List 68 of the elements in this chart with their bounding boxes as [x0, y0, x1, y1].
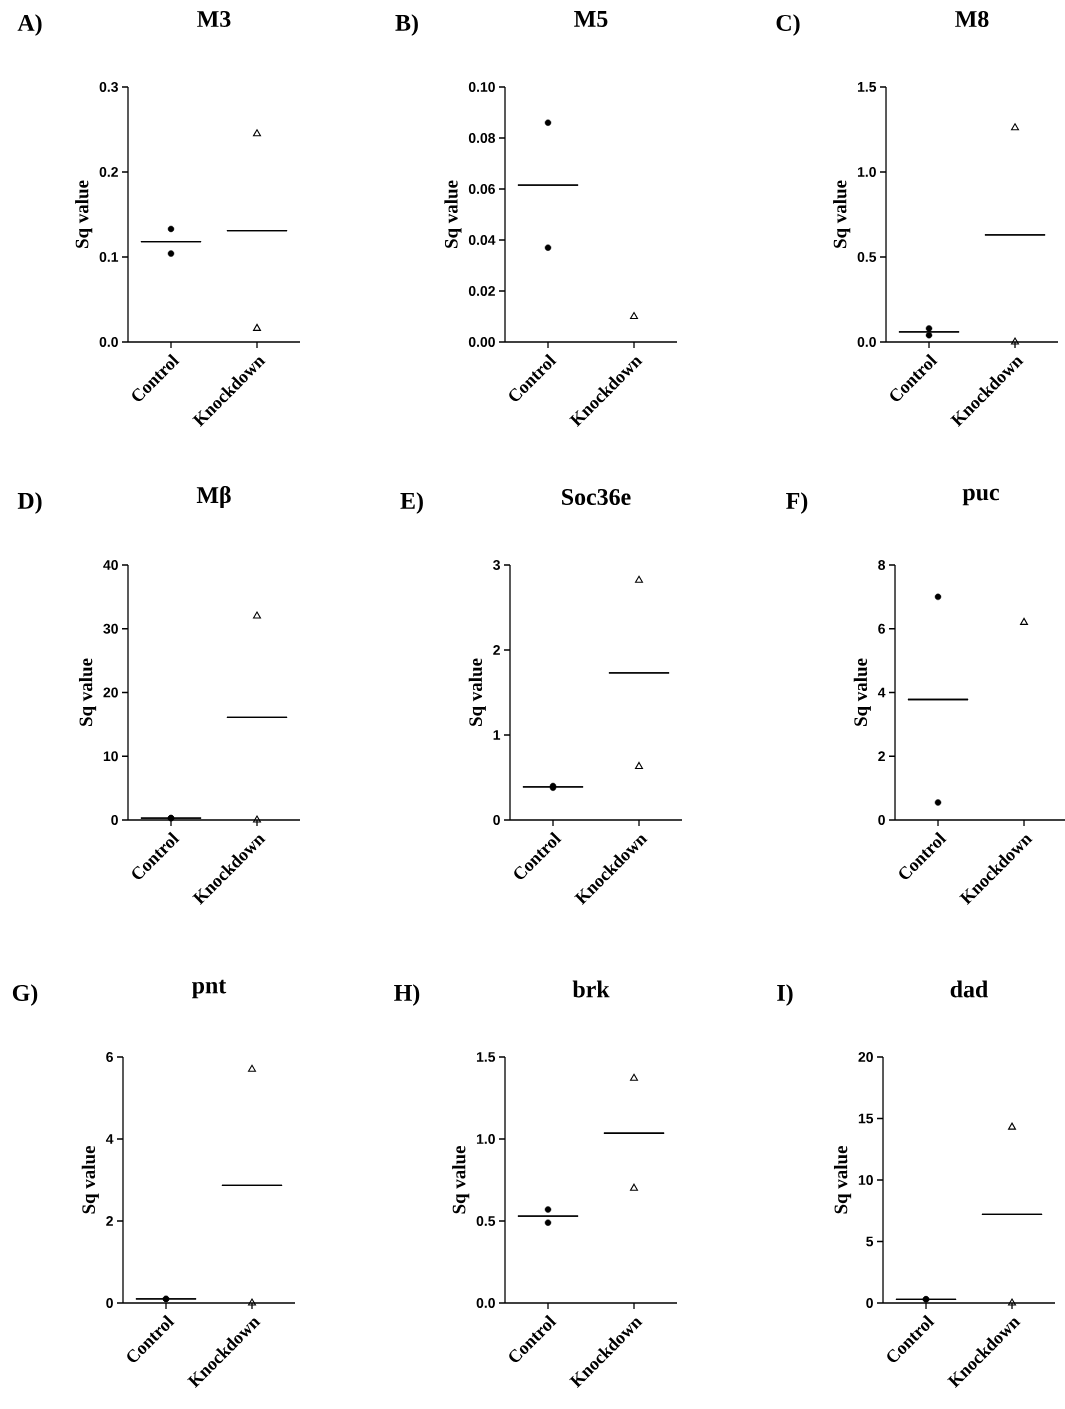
y-axis-title: Sq value: [833, 180, 851, 248]
text: G): [12, 984, 38, 1006]
y-tick-label: 6: [106, 1052, 113, 1062]
text: F): [786, 492, 808, 514]
y-tick-label: 10: [103, 751, 118, 762]
text: D): [17, 492, 42, 514]
text: A): [17, 14, 42, 36]
y-tick-label: 2: [493, 645, 500, 655]
chart-title: M5: [574, 11, 608, 27]
y-tick-label: 1.5: [476, 1052, 496, 1062]
text: I): [777, 984, 793, 1006]
y-tick-label: 40: [103, 560, 118, 570]
y-tick-label: 1.5: [857, 82, 877, 92]
y-tick-label: 0: [111, 815, 118, 825]
y-tick-label: 0.3: [99, 82, 118, 92]
y-tick-label: 0.02: [468, 286, 495, 296]
chart-title: M8: [955, 10, 989, 28]
y-tick-label: 0.1: [99, 252, 119, 262]
text: B): [395, 14, 418, 36]
y-tick-label: 20: [103, 687, 118, 698]
y-tick-label: 0: [866, 1298, 873, 1308]
y-tick-label: 15: [858, 1113, 874, 1124]
y-tick-label: 0.5: [476, 1216, 496, 1226]
y-tick-label: 3: [493, 560, 500, 570]
y-tick-label: 0.00: [468, 337, 495, 347]
y-tick-label: 0: [106, 1298, 113, 1308]
y-tick-label: 0.04: [468, 235, 496, 245]
y-tick-label: 0.0: [99, 337, 118, 347]
y-tick-label: 0.08: [468, 133, 496, 143]
y-axis-title: Sq value: [853, 658, 871, 726]
y-axis-title: Sq value: [833, 1146, 852, 1214]
chart-title: puc: [962, 488, 1000, 506]
y-tick-label: 1: [493, 730, 501, 740]
y-tick-label: 10: [858, 1175, 873, 1185]
text: H): [394, 984, 420, 1006]
chart-title: Soc36e: [562, 488, 631, 506]
text: E): [400, 492, 423, 514]
y-tick-label: 0.0: [857, 337, 876, 347]
y-axis-title: Sq value: [78, 658, 97, 726]
y-tick-label: 4: [105, 1134, 114, 1144]
y-tick-label: 2: [106, 1216, 113, 1226]
y-tick-label: 0.06: [468, 184, 495, 194]
y-axis-title: Sq value: [75, 180, 93, 248]
chart-title: M3: [197, 10, 231, 28]
y-tick-label: 0.5: [857, 252, 877, 262]
chart-title: pnt: [192, 979, 227, 999]
y-tick-label: 8: [878, 560, 886, 570]
y-tick-label: 1.0: [476, 1134, 495, 1144]
text: C): [776, 14, 800, 36]
y-tick-label: 4: [877, 687, 886, 698]
y-tick-label: 1.0: [857, 167, 876, 177]
y-tick-label: 2: [878, 751, 885, 762]
y-tick-label: 30: [103, 623, 118, 634]
y-tick-label: 0.0: [476, 1298, 495, 1308]
chart-title: brk: [572, 980, 610, 998]
y-axis-title: Sq value: [81, 1146, 99, 1214]
y-tick-label: 0.2: [99, 167, 118, 177]
y-axis-title: Sq value: [452, 1146, 470, 1214]
y-tick-label: 0.10: [468, 82, 495, 92]
y-tick-label: 20: [858, 1052, 873, 1062]
y-tick-label: 0: [493, 815, 500, 825]
y-axis-title: Sq value: [468, 658, 486, 726]
chart-title: Mβ: [196, 486, 231, 508]
chart-title: dad: [950, 980, 989, 998]
y-tick-label: 6: [878, 623, 885, 634]
y-tick-label: 0: [878, 815, 885, 825]
y-axis-title: Sq value: [444, 180, 462, 248]
y-tick-label: 5: [866, 1236, 874, 1247]
